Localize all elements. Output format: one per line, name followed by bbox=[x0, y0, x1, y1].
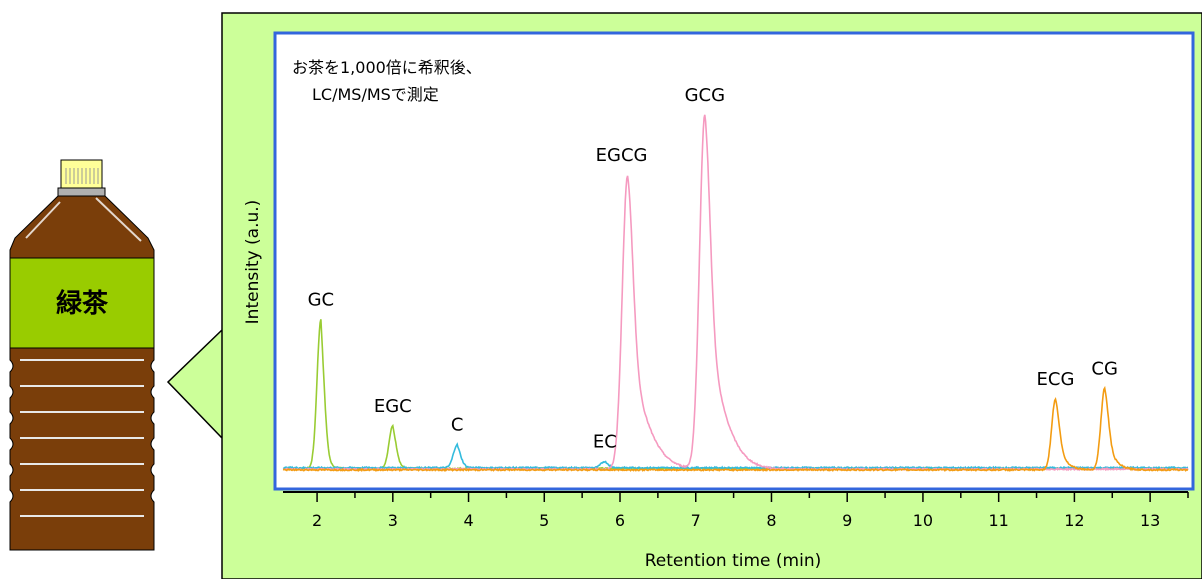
peak-label-cg: CG bbox=[1091, 358, 1118, 379]
x-tick-label: 7 bbox=[691, 511, 701, 530]
trace-c-ec bbox=[283, 442, 1189, 471]
peak-label-egc: EGC bbox=[374, 396, 412, 417]
tea-bottle: 緑茶 bbox=[9, 159, 155, 551]
peak-labels: GC EGC C EC EGCG GCG ECG CG bbox=[308, 85, 1118, 452]
peak-label-ecg: ECG bbox=[1037, 369, 1075, 390]
chromatogram-traces bbox=[282, 114, 1189, 473]
x-tick-label: 5 bbox=[539, 511, 549, 530]
x-tick-label: 12 bbox=[1064, 511, 1084, 530]
cap-ridges bbox=[65, 168, 99, 184]
x-tick-label: 2 bbox=[312, 511, 322, 530]
x-tick-label: 10 bbox=[913, 511, 933, 530]
bottle-ribs bbox=[20, 359, 144, 517]
x-axis-ticks: 2 3 4 5 6 7 8 9 10 11 12 13 bbox=[312, 492, 1189, 530]
x-tick-label: 9 bbox=[842, 511, 852, 530]
annotation-line-1: お茶を1,000倍に希釈後、 bbox=[292, 58, 482, 77]
trace-ecg-cg bbox=[282, 385, 1189, 473]
shoulder-highlight-right bbox=[95, 197, 142, 242]
peak-label-gc: GC bbox=[308, 290, 335, 311]
x-tick-label: 11 bbox=[988, 511, 1008, 530]
bottle-neck bbox=[57, 187, 106, 197]
x-tick-label: 6 bbox=[615, 511, 625, 530]
x-tick-label: 8 bbox=[766, 511, 776, 530]
x-tick-label: 13 bbox=[1140, 511, 1160, 530]
plot-frame bbox=[273, 31, 1195, 491]
bottle-body bbox=[9, 347, 155, 551]
bottle-shoulder bbox=[9, 195, 155, 259]
x-tick-label: 4 bbox=[463, 511, 473, 530]
peak-label-gcg: GCG bbox=[685, 85, 725, 106]
x-tick-label: 3 bbox=[388, 511, 398, 530]
bottle-label-text: 緑茶 bbox=[56, 288, 109, 319]
peak-label-egcg: EGCG bbox=[596, 145, 648, 166]
peak-label-ec: EC bbox=[593, 431, 617, 452]
shoulder-highlight-left bbox=[25, 201, 61, 239]
y-axis-label: Intensity (a.u.) bbox=[243, 200, 263, 325]
annotation-line-2: LC/MS/MSで測定 bbox=[312, 85, 439, 104]
x-axis-label: Retention time (min) bbox=[645, 551, 822, 571]
peak-label-c: C bbox=[451, 415, 464, 436]
